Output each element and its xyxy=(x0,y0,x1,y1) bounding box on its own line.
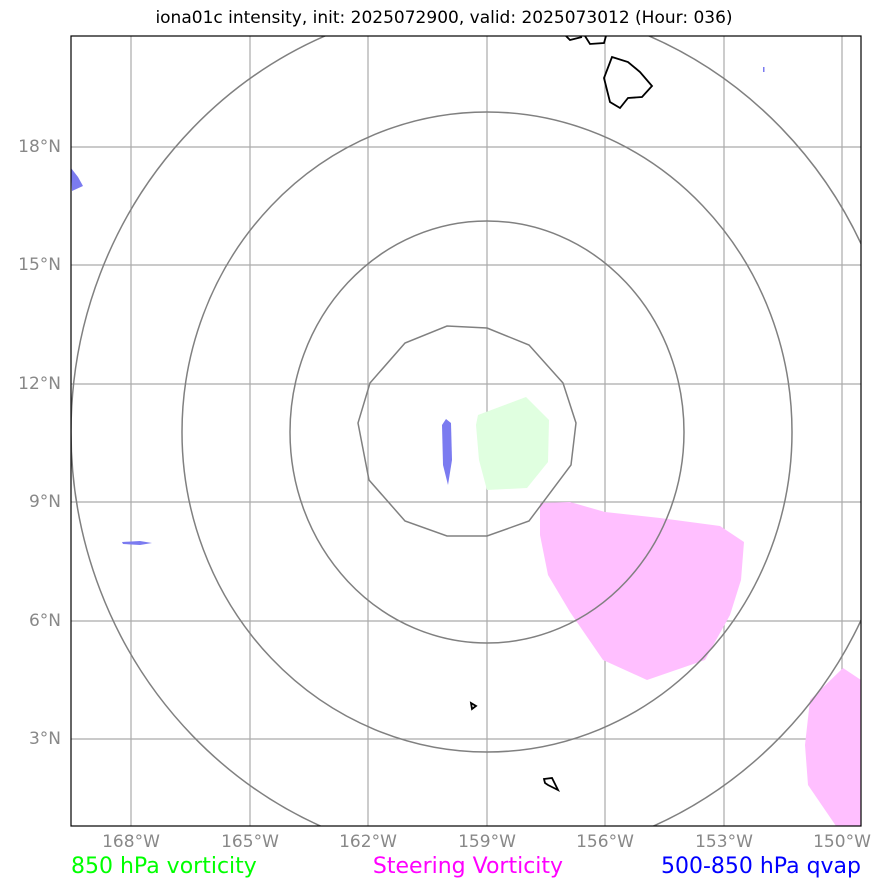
lat-tick-label: 3°N xyxy=(28,729,61,749)
island-atoll-1 xyxy=(469,701,478,711)
range-ring-3 xyxy=(181,111,793,753)
lat-tick-label: 18°N xyxy=(18,137,61,157)
qvap-region-3 xyxy=(71,168,83,191)
legend-850-vorticity: 850 hPa vorticity xyxy=(71,854,257,879)
lon-tick-label: 153°W xyxy=(695,832,753,852)
qvap-region-4 xyxy=(763,67,765,72)
gridlines xyxy=(71,36,861,826)
lon-tick-label: 168°W xyxy=(102,832,160,852)
range-ring-1 xyxy=(357,325,577,537)
qvap-region-1 xyxy=(442,419,452,485)
lon-tick-label: 159°W xyxy=(458,832,516,852)
island-atoll-2 xyxy=(542,777,561,793)
island-hawaii xyxy=(603,55,654,110)
lat-tick-label: 12°N xyxy=(18,374,61,394)
legend-qvap: 500-850 hPa qvap xyxy=(660,854,861,879)
qvap-region-2 xyxy=(122,541,152,545)
coastlines xyxy=(469,36,654,793)
lon-tick-label: 165°W xyxy=(221,832,279,852)
legend-steering-vorticity: Steering Vorticity xyxy=(372,854,564,879)
lat-tick-label: 6°N xyxy=(28,611,61,631)
lon-tick-label: 156°W xyxy=(576,832,634,852)
vorticity-850-region xyxy=(476,397,549,490)
steering-vorticity-region-1 xyxy=(540,502,744,680)
lon-tick-label: 150°W xyxy=(813,832,871,852)
steering-vorticity-region-2 xyxy=(805,668,861,826)
lat-tick-label: 9°N xyxy=(28,492,61,512)
plot-frame xyxy=(70,35,862,827)
lat-tick-label: 15°N xyxy=(18,255,61,275)
lon-tick-label: 162°W xyxy=(339,832,397,852)
range-ring-2 xyxy=(289,220,685,644)
range-rings xyxy=(71,36,861,826)
map-title: iona01c intensity, init: 2025072900, val… xyxy=(155,8,733,28)
island-maui-edge xyxy=(565,36,607,45)
